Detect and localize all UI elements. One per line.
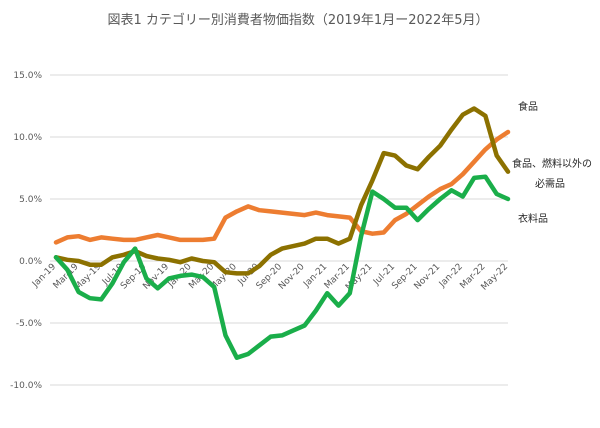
series-line-0 (53, 129, 511, 245)
y-tick-labels: -10.0% -5.0% 0.0% 5.0% 10.0% 15.0% (10, 71, 42, 391)
chart-title: 図表1 カテゴリー別消費者物価指数（2019年1月ー2022年5月） (107, 12, 488, 28)
y-tick-label: 5.0% (19, 195, 42, 205)
label-necessities-line1: 食品、燃料以外の (512, 157, 592, 170)
label-necessities-line2: 必需品 (535, 177, 565, 190)
series-lines (53, 106, 511, 360)
y-tick-label: 0.0% (19, 257, 42, 267)
y-tick-label: -10.0% (10, 381, 42, 391)
y-tick-label: 15.0% (13, 71, 42, 81)
series-labels: 食品 食品、燃料以外の 必需品 衣料品 (512, 100, 592, 225)
y-tick-label: 10.0% (13, 133, 42, 143)
label-clothing: 衣料品 (518, 212, 548, 225)
y-tick-label: -5.0% (16, 319, 43, 329)
series-line-2 (53, 174, 511, 360)
label-food: 食品 (518, 100, 538, 113)
